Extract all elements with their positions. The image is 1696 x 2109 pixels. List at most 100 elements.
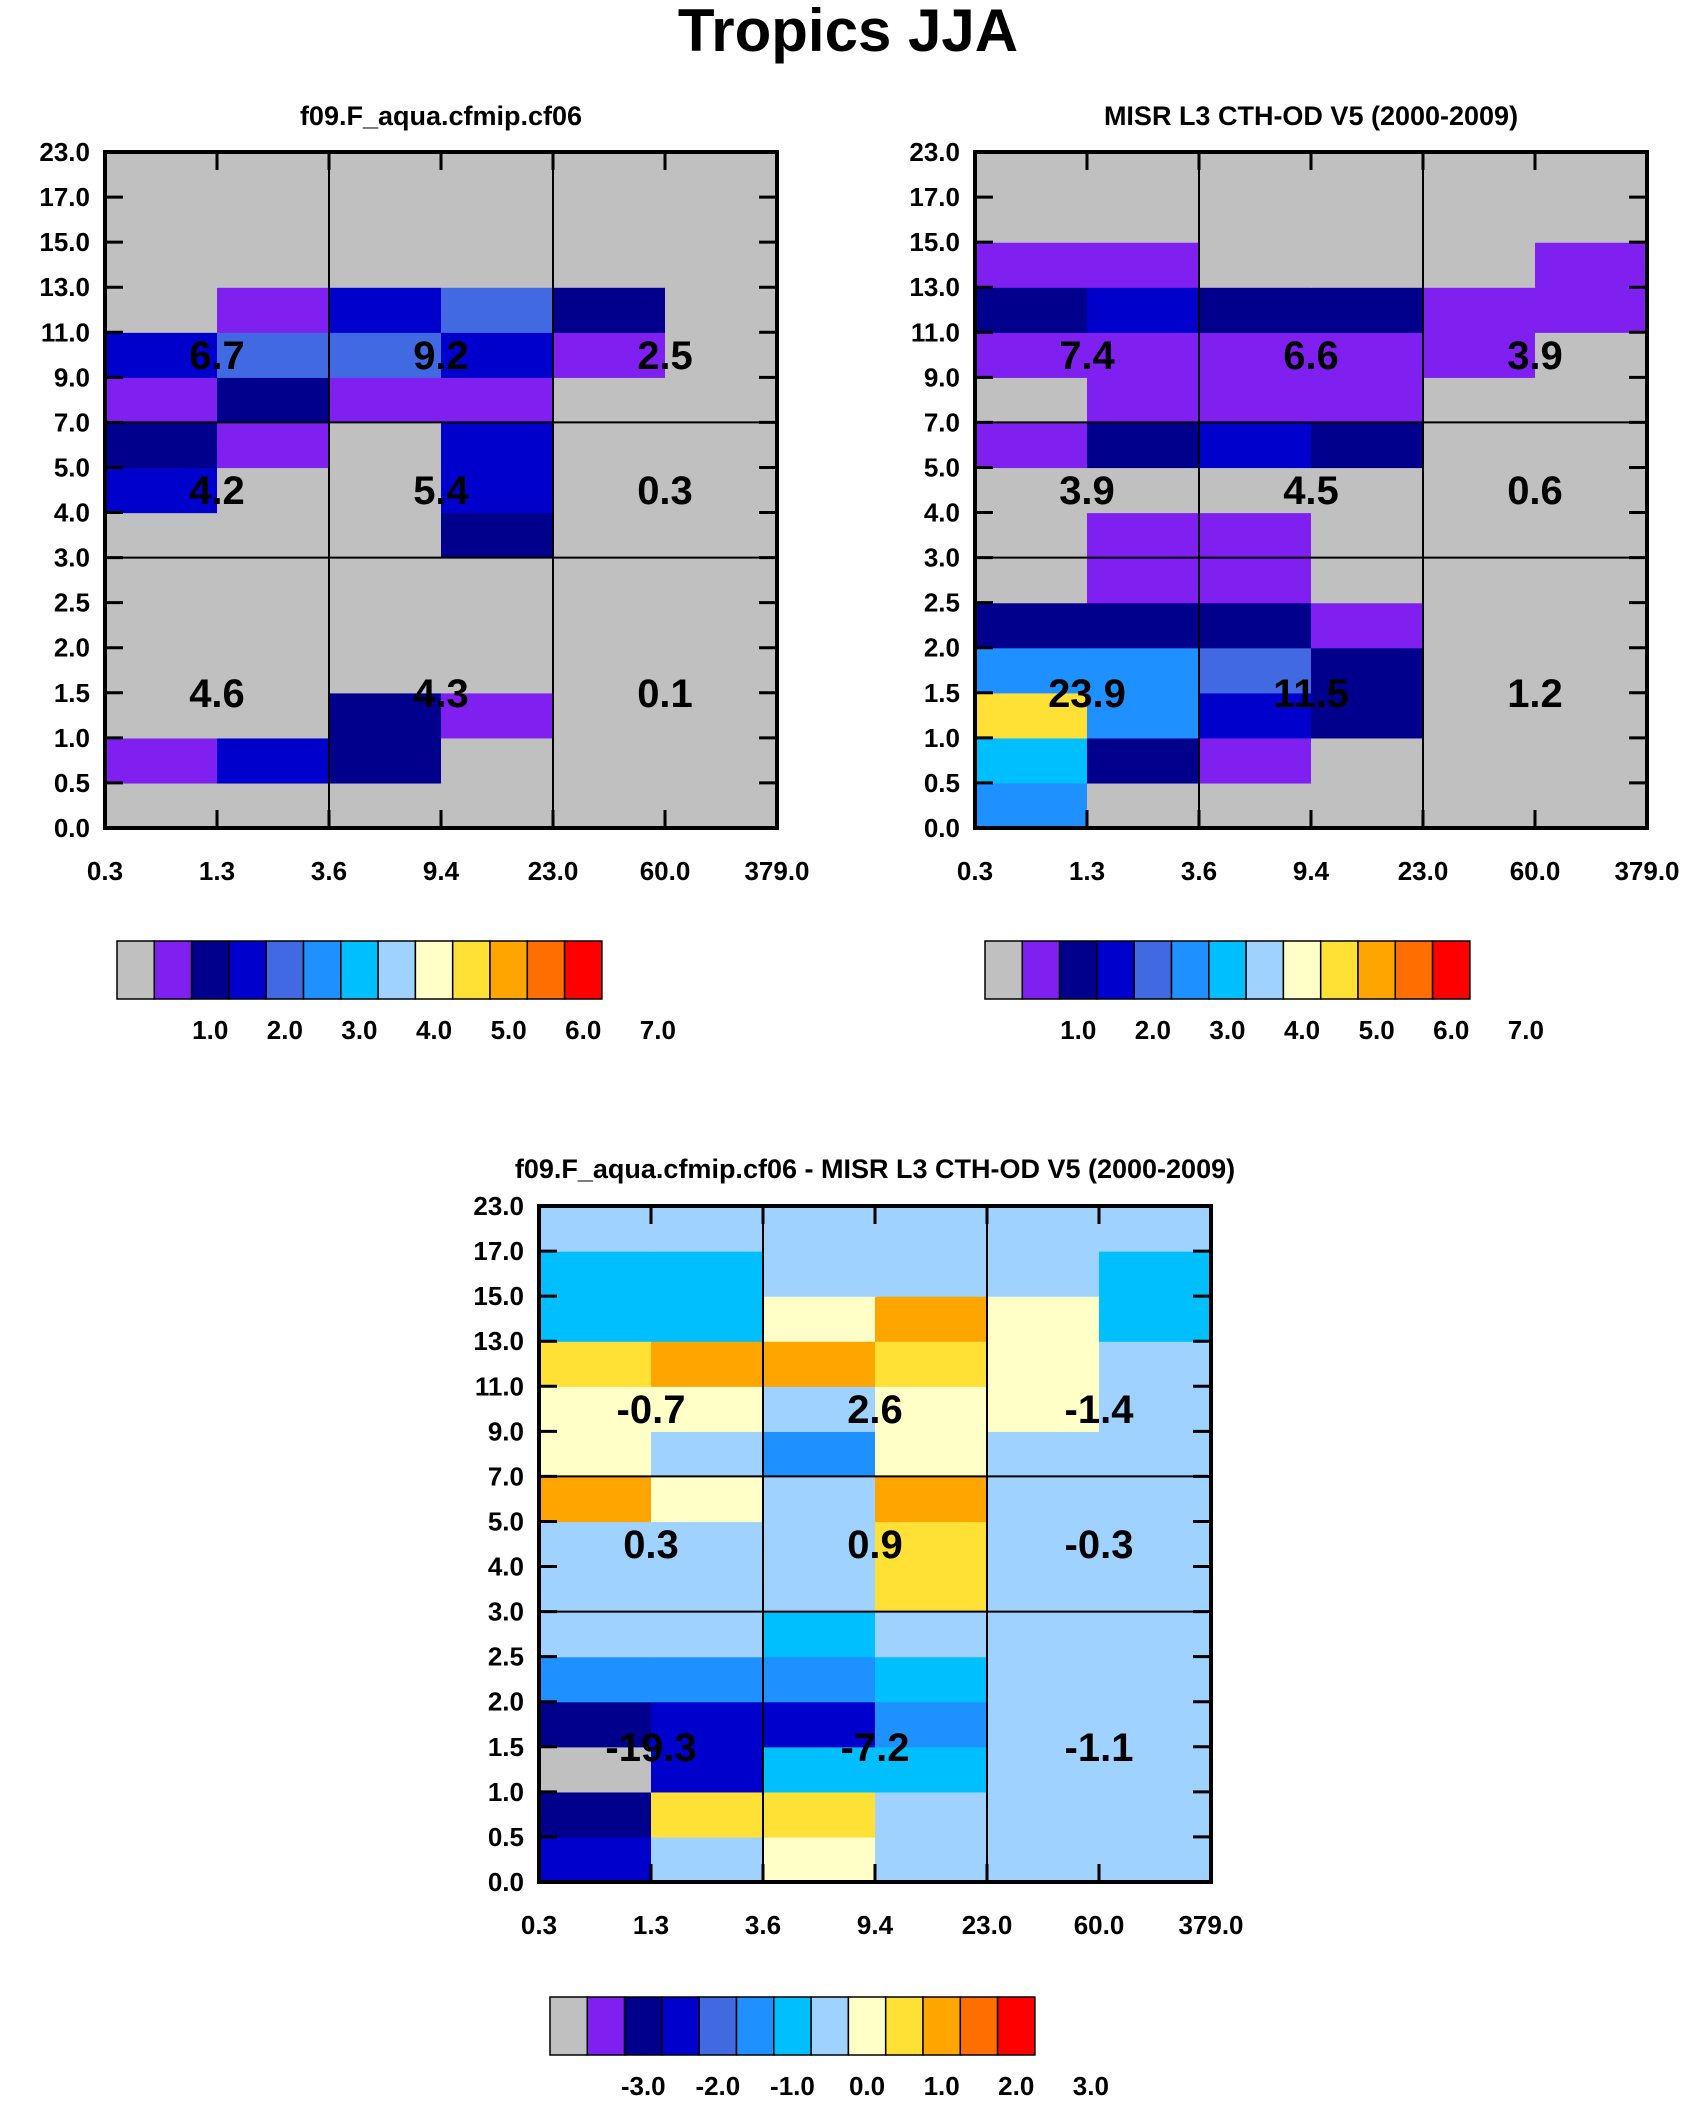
y-tick-label: 15.0 — [909, 227, 960, 257]
heatmap-cell — [975, 377, 1088, 423]
x-tick-label: 0.3 — [521, 1910, 557, 1940]
heatmap-cell — [987, 1296, 1100, 1342]
heatmap-cell — [651, 1746, 764, 1793]
heatmap-cell — [329, 242, 442, 288]
heatmap-cell — [441, 332, 554, 378]
colorbar-swatch — [810, 1996, 850, 2056]
y-tick-label: 15.0 — [473, 1281, 524, 1311]
colorbar-swatch — [1096, 940, 1135, 1000]
heatmap-cell — [1423, 512, 1536, 559]
heatmap-cell — [553, 332, 666, 378]
colorbar-swatch — [1021, 940, 1061, 1000]
heatmap-cell — [651, 1521, 764, 1568]
block-value-label: 0.3 — [637, 469, 693, 513]
heatmap-cell — [1099, 1386, 1212, 1432]
colorbar-swatch — [377, 940, 417, 1000]
heatmap-cell — [539, 1611, 652, 1658]
heatmap-cell — [1199, 242, 1312, 288]
heatmap-cell — [553, 602, 666, 649]
heatmap-cell — [553, 737, 666, 784]
y-tick-label: 0.5 — [54, 768, 90, 798]
page-title: Tropics JJA — [677, 0, 1019, 64]
block-value-label: 2.5 — [637, 334, 693, 378]
colorbar-label: 6.0 — [565, 1015, 601, 1045]
heatmap-cell — [553, 557, 666, 604]
heatmap-cell — [1535, 377, 1648, 423]
heatmap-cell — [329, 377, 442, 423]
heatmap-cell — [651, 1206, 764, 1252]
heatmap-cell — [1311, 152, 1424, 198]
colorbar-label: 1.0 — [924, 2071, 960, 2101]
colorbar-label: 2.0 — [1135, 1015, 1171, 1045]
heatmap-cell — [553, 467, 666, 514]
heatmap-cell — [763, 1566, 876, 1613]
heatmap-cell — [1535, 557, 1648, 604]
heatmap-cell — [441, 152, 554, 198]
heatmap-cell — [1099, 1836, 1212, 1883]
heatmap-cell — [1311, 377, 1424, 423]
heatmap-cell — [651, 1476, 764, 1523]
heatmap-cell — [975, 242, 1088, 288]
heatmap-cell — [651, 1611, 764, 1658]
heatmap-cell — [665, 512, 778, 559]
heatmap-cell — [105, 647, 218, 694]
chart-obs: MISR L3 CTH-OD V5 (2000-2009) 0.3 1.3 3.6 9.… — [909, 101, 1679, 886]
heatmap-cell — [441, 692, 554, 739]
colorbar-swatch — [563, 940, 603, 1000]
heatmap-cell — [1311, 647, 1424, 694]
heatmap-cell — [1199, 467, 1312, 514]
heatmap-cell — [329, 602, 442, 649]
heatmap-cell — [539, 1251, 652, 1297]
block-value-label: -7.2 — [841, 1726, 910, 1770]
heatmap-cell — [665, 647, 778, 694]
heatmap-cell — [329, 512, 442, 559]
heatmap-cell — [1535, 332, 1648, 378]
y-tick-label: 23.0 — [39, 137, 90, 167]
block-value-label: 3.9 — [1507, 334, 1563, 378]
colorbar-swatch — [847, 1996, 887, 2056]
heatmap-cell — [329, 737, 442, 784]
heatmap-cell — [875, 1476, 988, 1523]
heatmap-cell — [1087, 152, 1200, 198]
heatmap-cell — [441, 512, 554, 559]
block-value-label: 4.5 — [1283, 469, 1339, 513]
x-tick-label: 1.3 — [199, 856, 235, 886]
heatmap-cell — [763, 1251, 876, 1297]
heatmap-cell — [1535, 242, 1648, 288]
heatmap-cell — [105, 782, 218, 829]
y-tick-label: 7.0 — [54, 407, 90, 437]
y-tick-label: 3.0 — [54, 543, 90, 573]
heatmap-cell — [1535, 287, 1648, 333]
heatmap-cell — [539, 1701, 652, 1748]
y-tick-label: 0.0 — [488, 1867, 524, 1897]
heatmap-cell — [875, 1341, 988, 1387]
y-tick-label: 2.0 — [488, 1687, 524, 1717]
heatmap-cell — [1311, 242, 1424, 288]
heatmap-cell — [987, 1746, 1100, 1793]
heatmap-cell — [665, 287, 778, 333]
heatmap-cell — [329, 467, 442, 514]
y-tick-label: 2.5 — [54, 588, 90, 618]
heatmap-cell — [763, 1701, 876, 1748]
heatmap-cell — [1087, 557, 1200, 604]
y-tick-label: 1.0 — [488, 1777, 524, 1807]
y-tick-label: 1.0 — [54, 723, 90, 753]
heatmap-cell — [665, 737, 778, 784]
heatmap-cell — [1087, 242, 1200, 288]
y-tick-label: 17.0 — [909, 182, 960, 212]
heatmap-cell — [665, 692, 778, 739]
block-value-label: 2.6 — [847, 1388, 903, 1432]
heatmap-cell — [1199, 197, 1312, 243]
x-tick-label: 0.3 — [957, 856, 993, 886]
heatmap-cell — [651, 1296, 764, 1342]
y-tick-label: 3.0 — [924, 543, 960, 573]
heatmap-cell — [105, 737, 218, 784]
heatmap-cell — [763, 1386, 876, 1432]
block-value-label: 23.9 — [1048, 672, 1126, 716]
y-tick-label: 7.0 — [488, 1461, 524, 1491]
heatmap-cell — [553, 242, 666, 288]
colorbar-swatch — [549, 1996, 589, 2056]
heatmap-cell — [651, 1701, 764, 1748]
heatmap-cell — [975, 782, 1088, 829]
block-value-label: 0.3 — [623, 1523, 679, 1567]
